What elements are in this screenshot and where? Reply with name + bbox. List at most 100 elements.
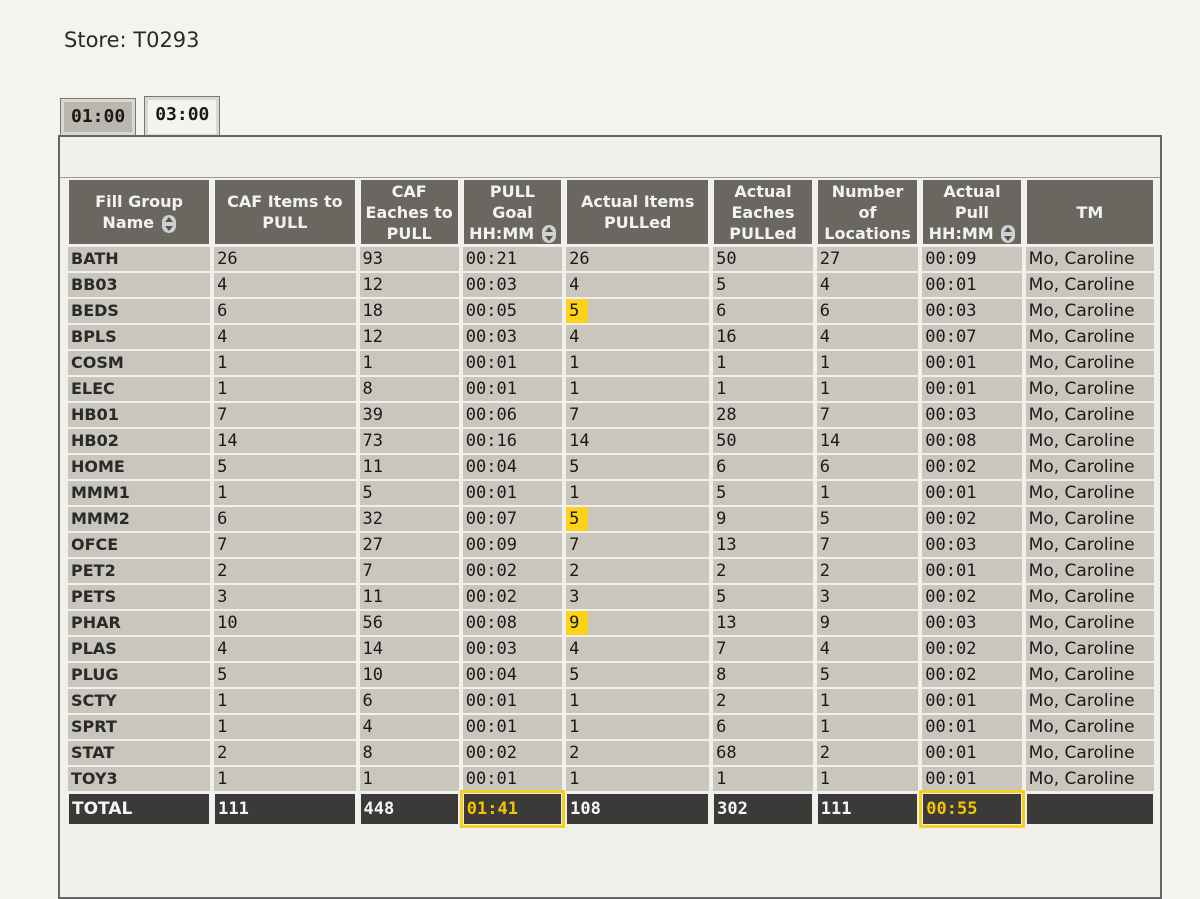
tm-cell: Mo, Caroline [1025,247,1154,271]
sort-icon[interactable] [541,225,556,243]
tab-0100[interactable]: 01:00 [60,98,137,136]
table-cell: 5 [713,481,813,505]
row-label: MMM1 [68,481,211,505]
table-cell: 1 [816,481,919,505]
tm-cell: Mo, Caroline [1025,767,1154,791]
tm-cell [1025,793,1154,825]
table-cell: 1 [214,689,356,713]
table-cell: 00:01 [922,715,1022,739]
table-cell: 1 [214,377,356,401]
row-label: BEDS [68,299,211,323]
table-cell: 7 [566,533,710,557]
table-cell: 4 [566,325,710,349]
table-cell: 1 [816,715,919,739]
table-cell: 39 [359,403,459,427]
table-row: STAT 2 8 00:02 2 68 2 00:01 Mo, Caroline [68,741,1154,765]
table-cell: 2 [713,689,813,713]
table-row: SCTY 1 6 00:01 1 2 1 00:01 Mo, Caroline [68,689,1154,713]
table-cell: 00:02 [462,585,563,609]
table-cell: 68 [713,741,813,765]
table-cell: 18 [359,299,459,323]
table-cell: 4 [359,715,459,739]
table-row: MMM2 6 32 00:07 5 9 5 00:02 Mo, Caroline [68,507,1154,531]
table-cell: 00:09 [922,247,1022,271]
table-cell: 2 [713,559,813,583]
table-cell: 00:07 [922,325,1022,349]
col-caf-items: CAF Items to PULL [214,179,356,245]
table-cell: 9 [713,507,813,531]
table-body: BATH 26 93 00:21 26 50 27 00:09 Mo, Caroline BB03… [68,247,1154,828]
table-cell: 01:41 [459,790,566,828]
table-cell: 6 [816,299,919,323]
table-row: BATH 26 93 00:21 26 50 27 00:09 Mo, Caroline [68,247,1154,271]
table-cell: 00:01 [462,715,563,739]
table-cell: 00:01 [922,689,1022,713]
table-cell: 4 [566,637,710,661]
table-cell: 1 [359,767,459,791]
table-cell: 5 [566,455,710,479]
table-cell: 00:09 [462,533,563,557]
table-cell: 3 [816,585,919,609]
table-cell: 16 [713,325,813,349]
table-row: BPLS 4 12 00:03 4 16 4 00:07 Mo, Caroline [68,325,1154,349]
table-cell: 11 [359,585,459,609]
tm-cell: Mo, Caroline [1025,533,1154,557]
tab-0300[interactable]: 03:00 [144,96,221,137]
table-cell: 7 [214,533,356,557]
table-cell: 00:02 [922,507,1022,531]
table-cell: 1 [214,481,356,505]
table-cell: 2 [816,559,919,583]
table-cell: 26 [214,247,356,271]
table-row: PET2 2 7 00:02 2 2 2 00:01 Mo, Caroline [68,559,1154,583]
table-cell: 5 [566,507,710,531]
tm-cell: Mo, Caroline [1025,741,1154,765]
row-label: TOTAL [68,793,211,825]
table-cell: 00:01 [922,767,1022,791]
tm-cell: Mo, Caroline [1025,585,1154,609]
col-fill-group-name[interactable]: Fill Group Name [68,179,211,245]
table-cell: 302 [713,793,813,825]
table-cell: 00:01 [462,767,563,791]
table-cell: 2 [214,741,356,765]
table-cell: 00:08 [462,611,563,635]
total-row: TOTAL 111 448 01:41 108 302 111 00:55 [68,790,1154,828]
table-cell: 13 [713,533,813,557]
sort-icon[interactable] [1001,225,1016,243]
tm-cell: Mo, Caroline [1025,663,1154,687]
table-cell: 00:02 [922,585,1022,609]
col-locations: Number of Locations [816,179,919,245]
table-cell: 2 [816,741,919,765]
table-row: MMM1 1 5 00:01 1 5 1 00:01 Mo, Caroline [68,481,1154,505]
table-row: PLAS 4 14 00:03 4 7 4 00:02 Mo, Caroline [68,637,1154,661]
table-cell: 5 [816,507,919,531]
table-cell: 50 [713,247,813,271]
table-cell: 73 [359,429,459,453]
row-label: HOME [68,455,211,479]
table-row: ELEC 1 8 00:01 1 1 1 00:01 Mo, Caroline [68,377,1154,401]
table-cell: 7 [566,403,710,427]
row-label: BB03 [68,273,211,297]
table-cell: 27 [816,247,919,271]
table-cell: 00:01 [922,273,1022,297]
row-label: BPLS [68,325,211,349]
table-cell: 1 [214,351,356,375]
col-pull-goal[interactable]: PULL Goal HH:MM [462,179,563,245]
table-cell: 2 [566,559,710,583]
table-row: PHAR 10 56 00:08 9 13 9 00:03 Mo, Caroline [68,611,1154,635]
row-label: SCTY [68,689,211,713]
col-actual-pull[interactable]: Actual Pull HH:MM [922,179,1022,245]
table-cell: 10 [214,611,356,635]
table-cell: 1 [566,715,710,739]
tm-cell: Mo, Caroline [1025,325,1154,349]
table-cell: 00:01 [922,351,1022,375]
tm-cell: Mo, Caroline [1025,351,1154,375]
table-cell: 1 [816,767,919,791]
table-cell: 13 [713,611,813,635]
sort-icon[interactable] [161,214,176,233]
table-row: TOY3 1 1 00:01 1 1 1 00:01 Mo, Caroline [68,767,1154,791]
table-cell: 4 [566,273,710,297]
table-cell: 00:03 [922,403,1022,427]
table-row: SPRT 1 4 00:01 1 6 1 00:01 Mo, Caroline [68,715,1154,739]
table-row: BEDS 6 18 00:05 5 6 6 00:03 Mo, Caroline [68,299,1154,323]
table-cell: 5 [566,299,710,323]
